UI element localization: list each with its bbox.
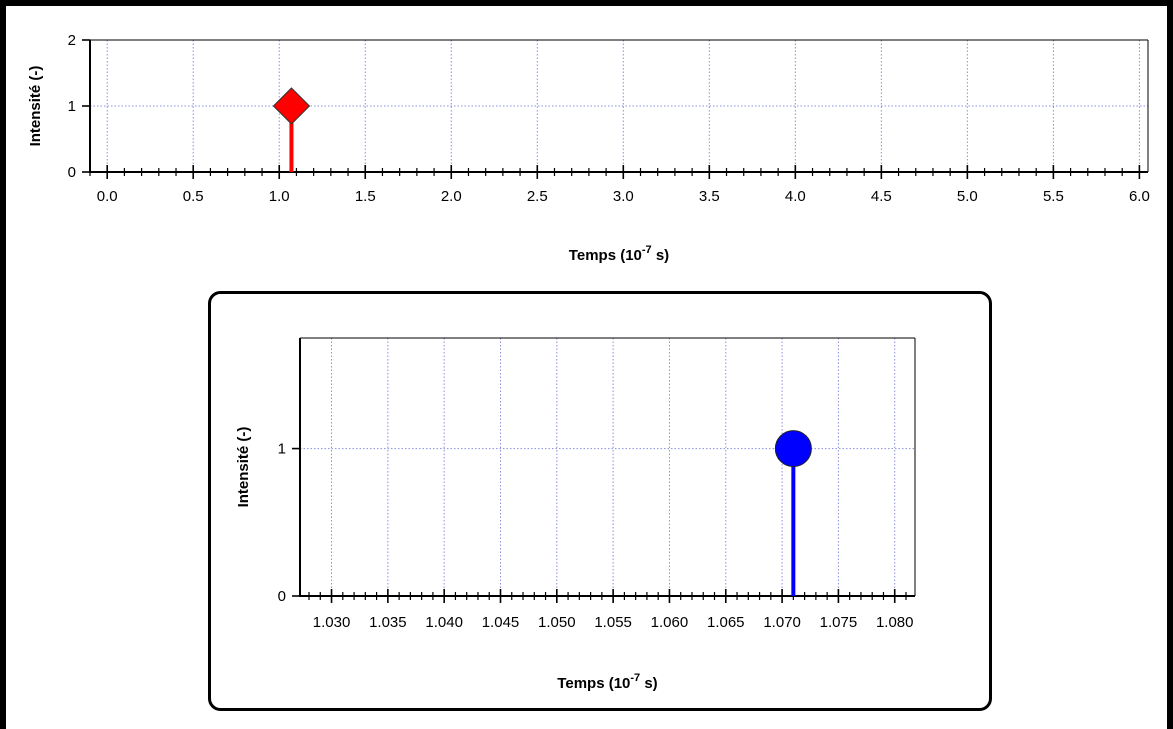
x-tick-label: 1.5 — [355, 188, 376, 205]
x-tick-label: 5.5 — [1043, 188, 1064, 205]
x-tick-label: 1.030 — [313, 614, 351, 631]
main-chart: 0.0 0.5 1.0 1.5 2.0 2.5 3.0 3.5 4.0 4.5 5.0 5.5 6.0 0… — [27, 32, 1150, 264]
x-tick-label: 1.060 — [651, 614, 689, 631]
x-tick-label: 6.0 — [1129, 188, 1150, 205]
x-tick-label: 4.0 — [785, 188, 806, 205]
y-tick-label: 1 — [68, 98, 76, 115]
inset-chart: 1.030 1.035 1.040 1.045 1.050 1.055 1.060 1.065… — [235, 337, 916, 692]
x-tick-label: 5.0 — [957, 188, 978, 205]
y-tick-label: 0 — [278, 588, 286, 605]
x-tick-label: 0.5 — [183, 188, 204, 205]
x-tick-label: 1.055 — [594, 614, 632, 631]
x-tick-label: 1.080 — [876, 614, 914, 631]
y-axis-title: Intensité (-) — [27, 66, 44, 147]
y-tick-label: 1 — [278, 441, 286, 458]
x-tick-label: 1.065 — [707, 614, 745, 631]
y-tick-label: 0 — [68, 164, 76, 181]
x-tick-label: 0.0 — [97, 188, 118, 205]
data-point-diamond — [272, 87, 311, 125]
data-point-circle — [774, 430, 812, 468]
y-axis-title: Intensité (-) — [235, 427, 252, 508]
x-tick-label: 1.075 — [820, 614, 858, 631]
x-tick-label: 1.070 — [763, 614, 801, 631]
x-tick-label: 2.5 — [527, 188, 548, 205]
x-tick-label: 1.035 — [369, 614, 407, 631]
y-tick-label: 2 — [68, 32, 76, 49]
x-axis-title: Temps (10-7 s) — [569, 244, 669, 264]
x-tick-label: 2.0 — [441, 188, 462, 205]
x-tick-label: 3.5 — [699, 188, 720, 205]
x-tick-label: 1.0 — [269, 188, 290, 205]
x-tick-label: 4.5 — [871, 188, 892, 205]
x-tick-label: 3.0 — [613, 188, 634, 205]
x-axis-title: Temps (10-7 s) — [557, 672, 657, 692]
x-tick-label: 1.045 — [482, 614, 520, 631]
x-tick-label: 1.050 — [538, 614, 576, 631]
inset-panel-frame — [208, 291, 992, 711]
x-tick-label: 1.040 — [425, 614, 463, 631]
